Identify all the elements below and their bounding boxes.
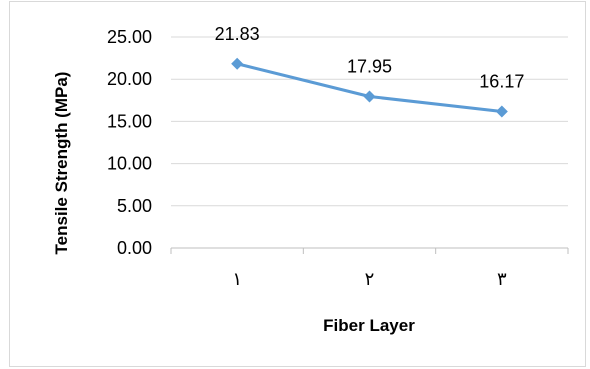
data-label: 16.17 — [479, 72, 524, 92]
data-label: 21.83 — [215, 24, 260, 44]
data-point — [495, 105, 508, 118]
y-tick-label: 0.00 — [117, 238, 152, 258]
y-axis-ticks: 0.00 5.00 10.00 15.00 20.00 25.00 — [107, 27, 152, 258]
x-tick-label: ١ — [232, 269, 242, 289]
gridlines — [171, 36, 568, 207]
x-axis-title: Fiber Layer — [323, 316, 415, 335]
x-axis — [170, 247, 569, 254]
data-label: 17.95 — [347, 57, 392, 77]
data-point — [231, 57, 244, 70]
y-tick-label: 25.00 — [107, 27, 152, 47]
data-labels: 21.83 17.95 16.17 — [215, 24, 525, 92]
x-axis-ticks: ١ ٢ ٣ — [232, 269, 507, 289]
y-tick-label: 5.00 — [117, 196, 152, 216]
y-tick-label: 10.00 — [107, 154, 152, 174]
data-point — [363, 90, 376, 103]
y-axis-title: Tensile Strength (MPa) — [52, 72, 71, 255]
x-tick-label: ٣ — [497, 269, 507, 289]
y-tick-label: 20.00 — [107, 69, 152, 89]
y-tick-label: 15.00 — [107, 111, 152, 131]
x-tick-label: ٢ — [365, 269, 375, 289]
chart-area — [9, 1, 586, 367]
data-markers — [231, 57, 508, 118]
